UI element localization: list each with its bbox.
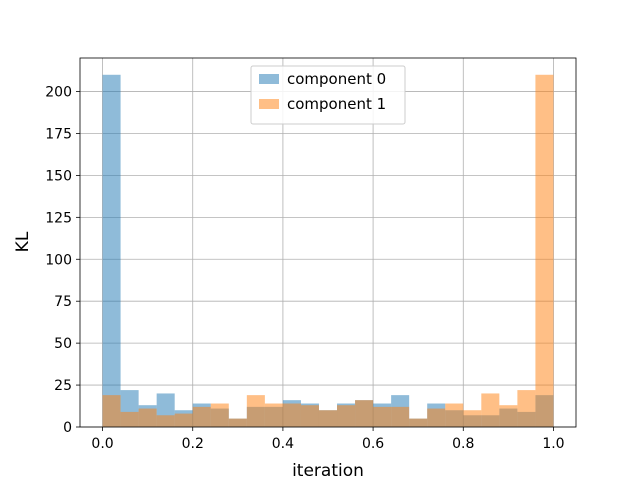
bar-component-1-bin-2	[138, 408, 157, 427]
bar-component-1-bin-6	[210, 403, 229, 427]
bar-component-1-bin-23	[517, 390, 536, 427]
y-tick-label: 100	[45, 252, 72, 268]
bar-component-1-bin-24	[535, 74, 554, 427]
x-tick-label: 0.8	[452, 436, 474, 452]
bar-component-0-bin-0	[102, 74, 121, 427]
legend-label-component-0: component 0	[287, 70, 386, 88]
x-tick-label: 1.0	[542, 436, 564, 452]
bar-component-1-bin-15	[373, 406, 392, 427]
y-tick-label: 75	[54, 294, 72, 310]
y-tick-label: 0	[63, 420, 72, 436]
bar-component-1-bin-5	[192, 406, 211, 427]
legend-box	[250, 65, 406, 125]
bar-component-1-bin-18	[427, 408, 446, 427]
bar-component-1-bin-7	[228, 418, 247, 427]
legend-label-component-1: component 1	[287, 95, 386, 113]
y-tick-label: 200	[45, 85, 72, 101]
y-tick-label: 50	[54, 336, 72, 352]
bar-component-1-bin-17	[409, 418, 428, 427]
bar-component-1-bin-8	[246, 395, 265, 427]
bar-component-1-bin-4	[174, 413, 193, 427]
y-tick-label: 25	[54, 378, 72, 394]
bar-component-1-bin-3	[156, 415, 175, 427]
y-axis-label: KL	[13, 231, 33, 252]
bar-component-1-bin-14	[355, 400, 374, 427]
bar-component-1-bin-0	[102, 395, 121, 427]
bar-component-1-bin-13	[337, 405, 356, 427]
bar-component-1-bin-22	[499, 405, 518, 427]
x-axis-label: iteration	[292, 461, 364, 480]
x-tick-label: 0.4	[272, 436, 294, 452]
x-tick-label: 0.6	[362, 436, 384, 452]
bar-component-1-bin-16	[391, 406, 410, 427]
bar-component-1-bin-12	[318, 410, 338, 427]
legend: component 0 component 1	[250, 65, 406, 125]
x-axis-ticks: 0.0 0.2 0.4 0.6 0.8 1.0	[91, 427, 565, 452]
series-component-1-bars	[102, 74, 554, 427]
x-tick-label: 0.2	[182, 436, 204, 452]
plot-frame	[79, 57, 577, 428]
bar-component-1-bin-9	[264, 403, 283, 427]
bar-component-1-bin-20	[463, 410, 482, 427]
y-tick-label: 150	[45, 168, 72, 184]
legend-swatch-component-1	[259, 99, 279, 109]
y-axis-ticks: 0 25 50 75 100 125 150 175 200	[45, 85, 80, 436]
bar-component-1-bin-10	[282, 403, 301, 427]
bar-component-1-bin-19	[445, 403, 464, 427]
legend-swatch-component-0	[259, 74, 279, 84]
y-tick-label: 125	[45, 210, 72, 226]
bar-component-1-bin-21	[481, 393, 500, 427]
y-tick-label: 175	[45, 126, 72, 142]
bar-component-1-bin-1	[120, 411, 139, 427]
bar-component-1-bin-11	[300, 405, 319, 427]
x-tick-label: 0.0	[91, 436, 113, 452]
